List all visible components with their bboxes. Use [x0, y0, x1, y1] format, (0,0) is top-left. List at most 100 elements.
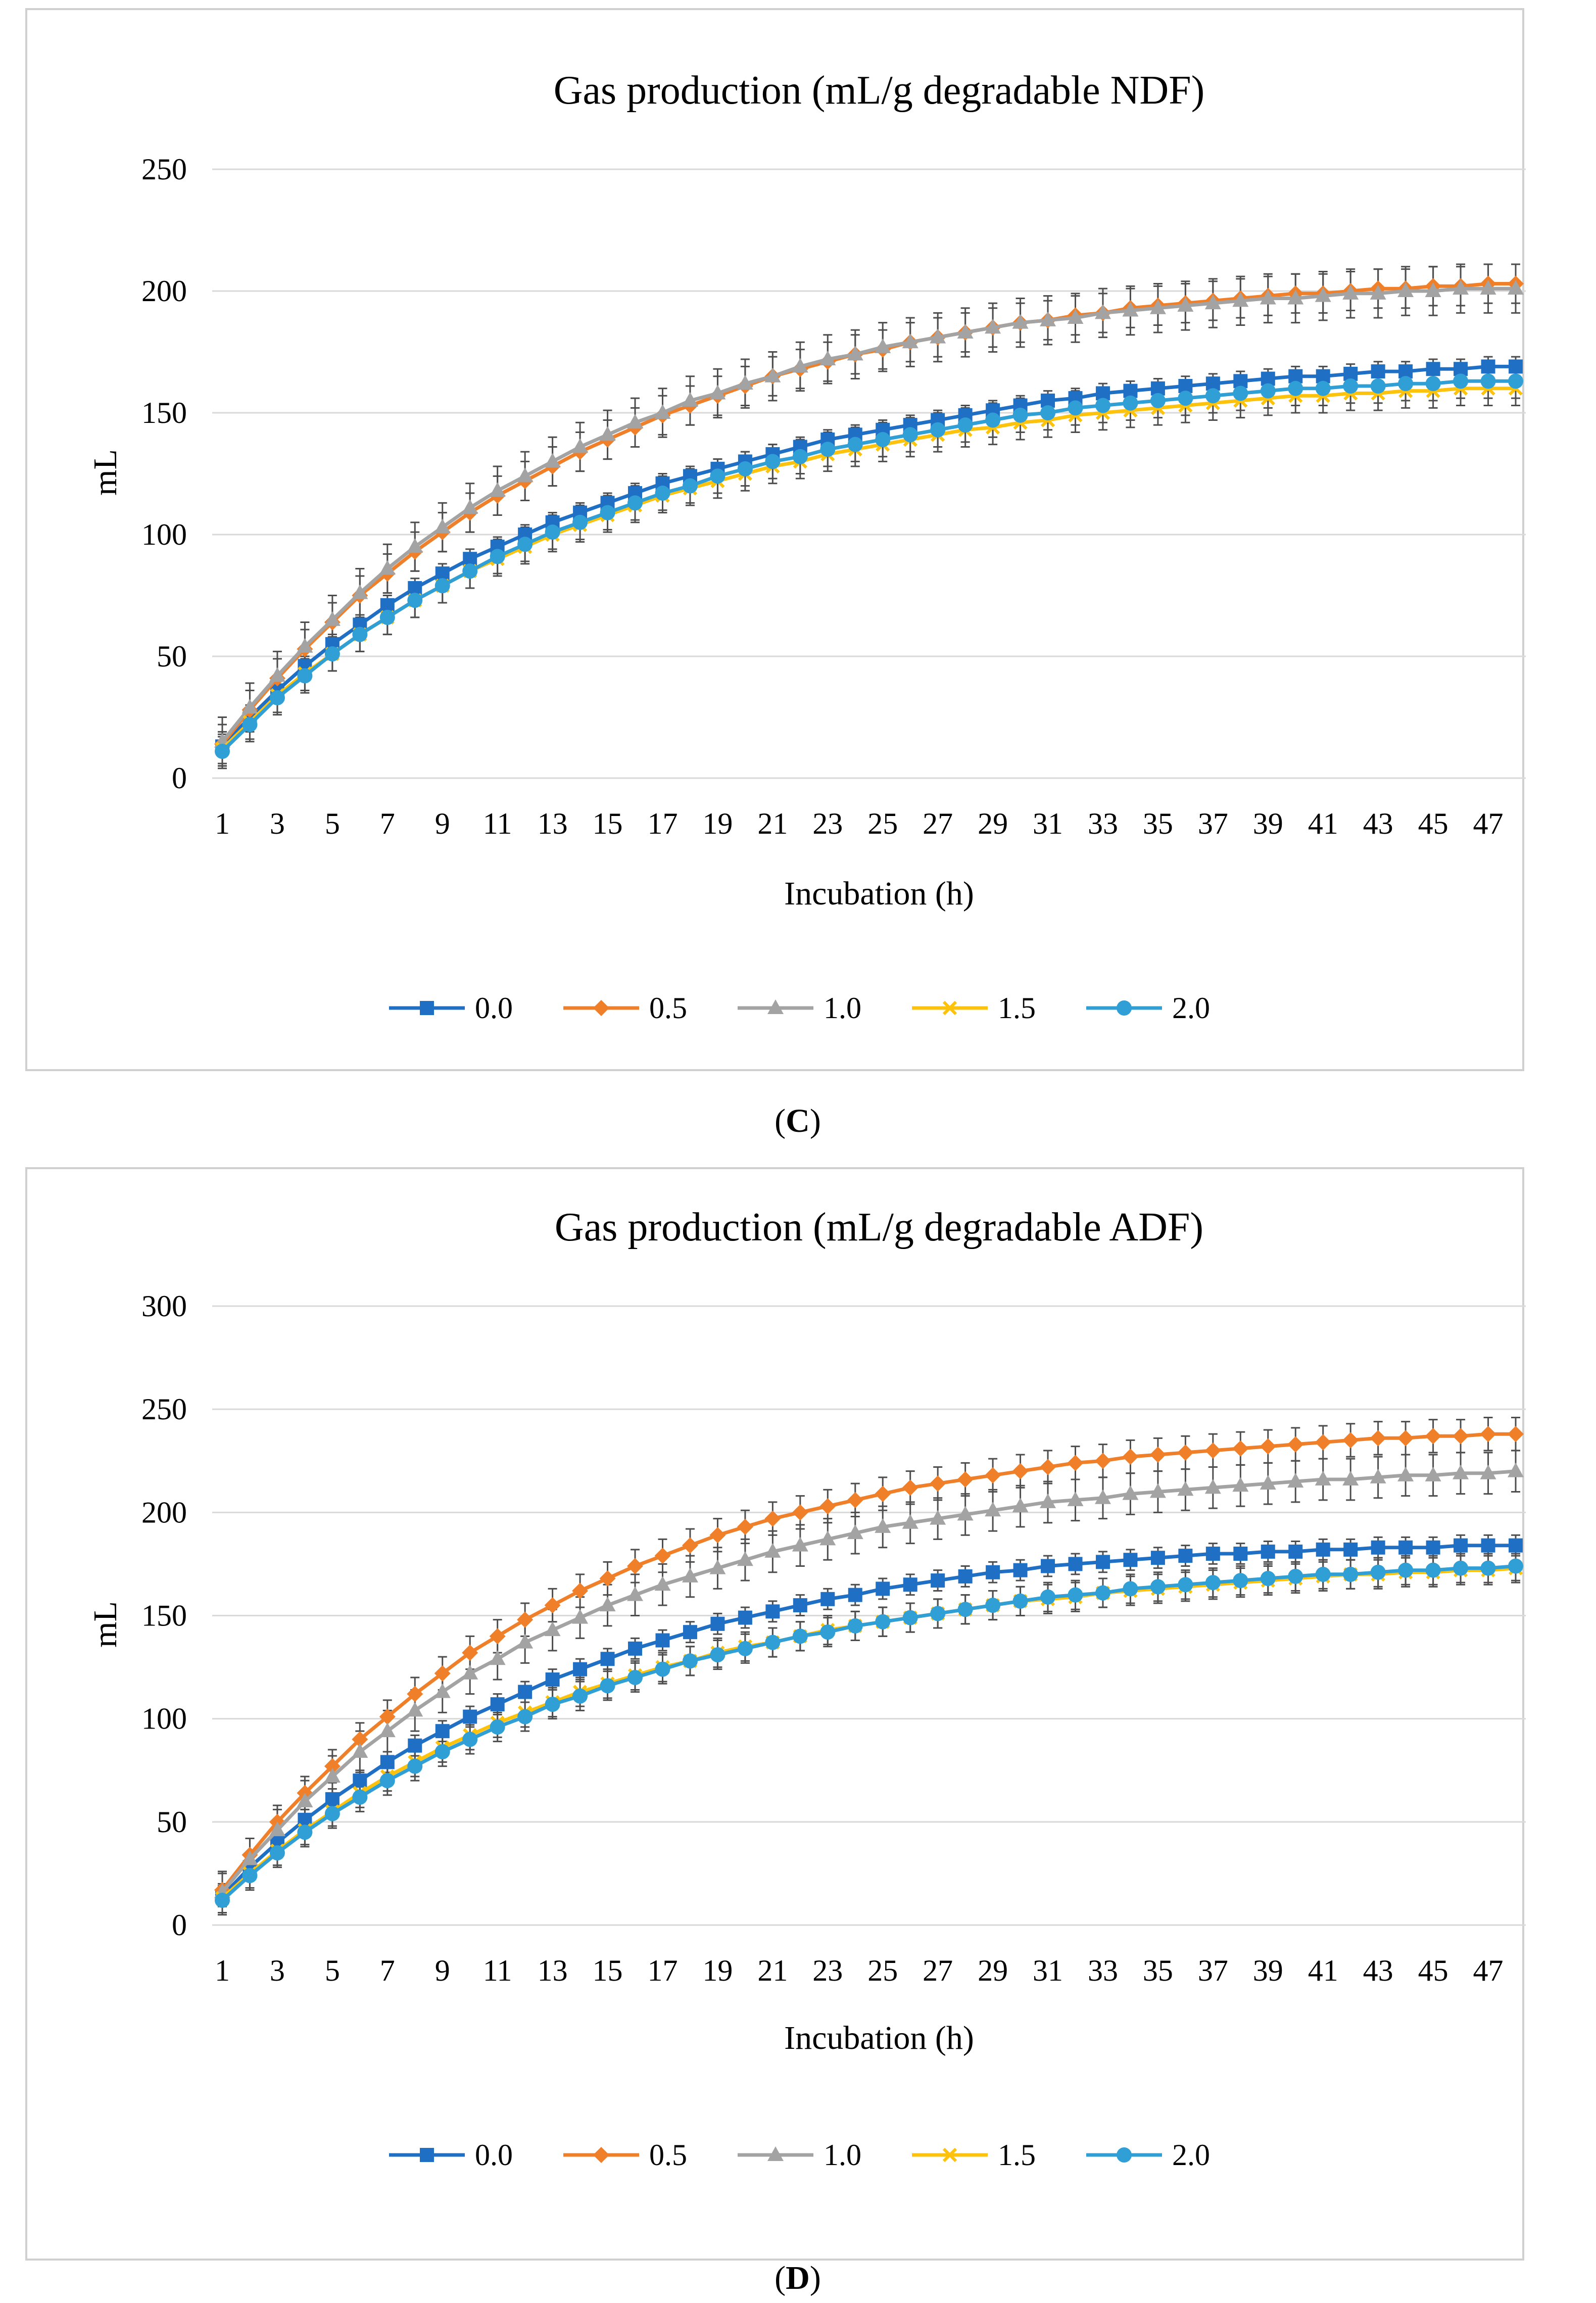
data-point — [1342, 1432, 1359, 1449]
data-point — [1123, 1581, 1138, 1597]
data-point — [599, 1570, 616, 1587]
data-point — [1123, 395, 1138, 411]
legend-item-1.5: 1.5 — [912, 991, 1036, 1025]
data-point — [408, 1738, 422, 1753]
data-point — [930, 1510, 946, 1525]
data-point — [1067, 1491, 1084, 1506]
data-point — [655, 486, 670, 501]
data-point — [848, 1588, 862, 1602]
data-point — [765, 454, 781, 469]
data-point — [1095, 1555, 1110, 1569]
data-point — [1123, 1553, 1138, 1567]
data-point — [737, 1551, 753, 1566]
data-point — [875, 1614, 891, 1629]
data-point — [297, 1793, 313, 1807]
data-point — [544, 453, 561, 468]
chart-frame — [25, 8, 1524, 1071]
x-tick-label: 35 — [1143, 807, 1173, 840]
data-point — [1508, 1558, 1523, 1574]
data-point — [1122, 1485, 1139, 1500]
data-point — [324, 1806, 340, 1821]
data-point — [1232, 1477, 1249, 1492]
data-point — [1425, 1466, 1441, 1481]
data-point — [1453, 1428, 1469, 1445]
x-tick-label: 45 — [1418, 1954, 1448, 1987]
data-point — [1067, 1455, 1084, 1471]
data-point — [544, 1597, 561, 1614]
x-tick-label: 41 — [1308, 1954, 1338, 1987]
legend-item-2.0: 2.0 — [1086, 991, 1210, 1025]
data-point — [654, 1548, 671, 1564]
data-point — [518, 1685, 533, 1699]
data-point — [1454, 1538, 1468, 1553]
data-point — [1095, 1585, 1110, 1601]
data-point — [489, 1650, 506, 1665]
data-point — [710, 468, 726, 484]
y-tick-label: 250 — [141, 1393, 187, 1426]
data-point — [1068, 400, 1083, 416]
data-point — [434, 1744, 450, 1759]
data-point — [737, 461, 753, 476]
panel-caption-c: (C) — [775, 1102, 821, 1139]
data-point — [627, 495, 643, 511]
data-point — [352, 627, 368, 642]
data-point — [572, 438, 589, 453]
data-point — [1453, 1560, 1469, 1576]
data-point — [1425, 376, 1441, 392]
data-point — [1012, 407, 1028, 423]
data-point — [737, 1518, 753, 1535]
data-point — [1343, 1542, 1358, 1557]
data-point — [242, 1868, 258, 1883]
data-point — [1040, 1493, 1056, 1508]
data-point — [1261, 1544, 1275, 1559]
data-point — [1481, 1538, 1495, 1553]
data-point — [930, 1475, 946, 1492]
data-point — [269, 1821, 285, 1837]
x-tick-label: 37 — [1198, 1954, 1228, 1987]
x-tick-label: 3 — [270, 807, 285, 840]
data-point — [1287, 1473, 1304, 1488]
data-point — [875, 1518, 891, 1533]
data-point — [1232, 292, 1249, 307]
data-point — [517, 1611, 534, 1628]
data-point — [1371, 364, 1385, 379]
data-point — [545, 1672, 560, 1687]
data-point — [1480, 373, 1496, 389]
data-point — [1232, 1440, 1249, 1457]
legend-marker — [942, 1000, 957, 1016]
data-point — [407, 538, 423, 553]
data-point — [709, 1527, 726, 1544]
data-point — [1370, 1564, 1386, 1580]
data-point — [682, 478, 698, 494]
data-point — [353, 1773, 367, 1788]
data-point — [463, 1709, 477, 1724]
x-tick-label: 11 — [483, 1954, 512, 1987]
x-tick-label: 7 — [380, 807, 395, 840]
data-point — [407, 1686, 423, 1702]
data-point — [324, 646, 340, 662]
x-axis-label: Incubation (h) — [784, 2020, 974, 2056]
data-point — [819, 1530, 836, 1546]
data-point — [1260, 1571, 1276, 1586]
data-point — [1397, 1430, 1414, 1447]
data-point — [1094, 1489, 1111, 1504]
data-point — [297, 1825, 313, 1840]
data-point — [1122, 302, 1139, 317]
data-point — [462, 563, 478, 579]
data-point — [407, 593, 423, 608]
data-point — [847, 1492, 863, 1508]
data-point — [1287, 290, 1304, 305]
data-point — [876, 1581, 890, 1596]
y-tick-label: 50 — [157, 640, 187, 673]
data-point — [847, 437, 863, 452]
data-point — [985, 319, 1001, 334]
data-point — [1288, 380, 1303, 396]
data-point — [1068, 1587, 1083, 1603]
data-point — [1204, 295, 1221, 310]
data-point — [1453, 1464, 1469, 1479]
data-point — [738, 1610, 752, 1625]
data-point — [764, 1543, 781, 1558]
legend-label: 1.5 — [998, 2138, 1036, 2172]
data-point — [1288, 1568, 1303, 1584]
data-point — [1260, 383, 1276, 399]
